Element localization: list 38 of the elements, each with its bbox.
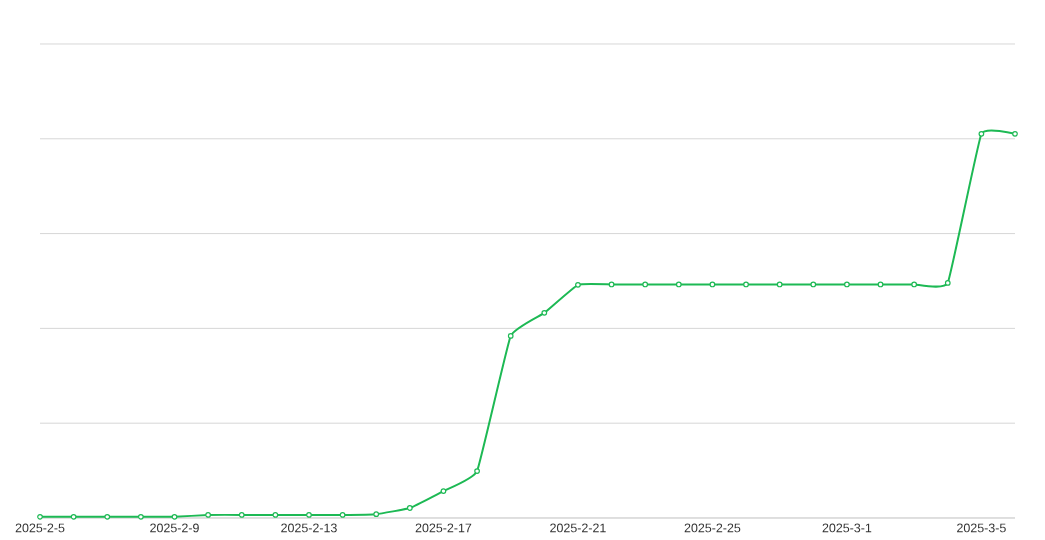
point <box>137 513 144 520</box>
x-tick-label: 2025-2-25 <box>684 523 741 533</box>
point <box>171 513 178 520</box>
point <box>911 281 918 288</box>
point <box>877 281 884 288</box>
point <box>642 281 649 288</box>
point <box>70 513 77 520</box>
point <box>339 512 346 518</box>
point <box>776 281 783 288</box>
point <box>37 513 43 520</box>
point <box>978 130 985 137</box>
point <box>104 513 111 520</box>
x-tick-label: 2025-2-21 <box>550 523 606 533</box>
point <box>675 281 682 288</box>
point <box>541 309 548 316</box>
point <box>575 281 581 288</box>
point <box>743 281 749 288</box>
x-tick-label: 2025-2-17 <box>415 523 472 533</box>
point <box>810 281 817 288</box>
x-tick-label: 2025-2-5 <box>15 523 65 533</box>
point <box>238 512 245 518</box>
point <box>608 281 615 288</box>
x-tick-label: 2025-2-9 <box>150 523 199 533</box>
point <box>709 281 716 288</box>
point <box>844 281 850 288</box>
point <box>1012 130 1018 137</box>
x-tick-label: 2025-2-13 <box>281 523 337 533</box>
point <box>205 512 211 518</box>
point <box>406 505 413 511</box>
point <box>306 512 312 518</box>
x-tick-label: 2025-3-1 <box>822 523 872 533</box>
point <box>507 333 514 339</box>
point <box>272 512 279 518</box>
point <box>474 468 480 475</box>
x-tick-label: 2025-3-5 <box>957 523 1006 533</box>
point <box>373 511 380 518</box>
point <box>440 488 447 494</box>
point <box>944 280 951 286</box>
